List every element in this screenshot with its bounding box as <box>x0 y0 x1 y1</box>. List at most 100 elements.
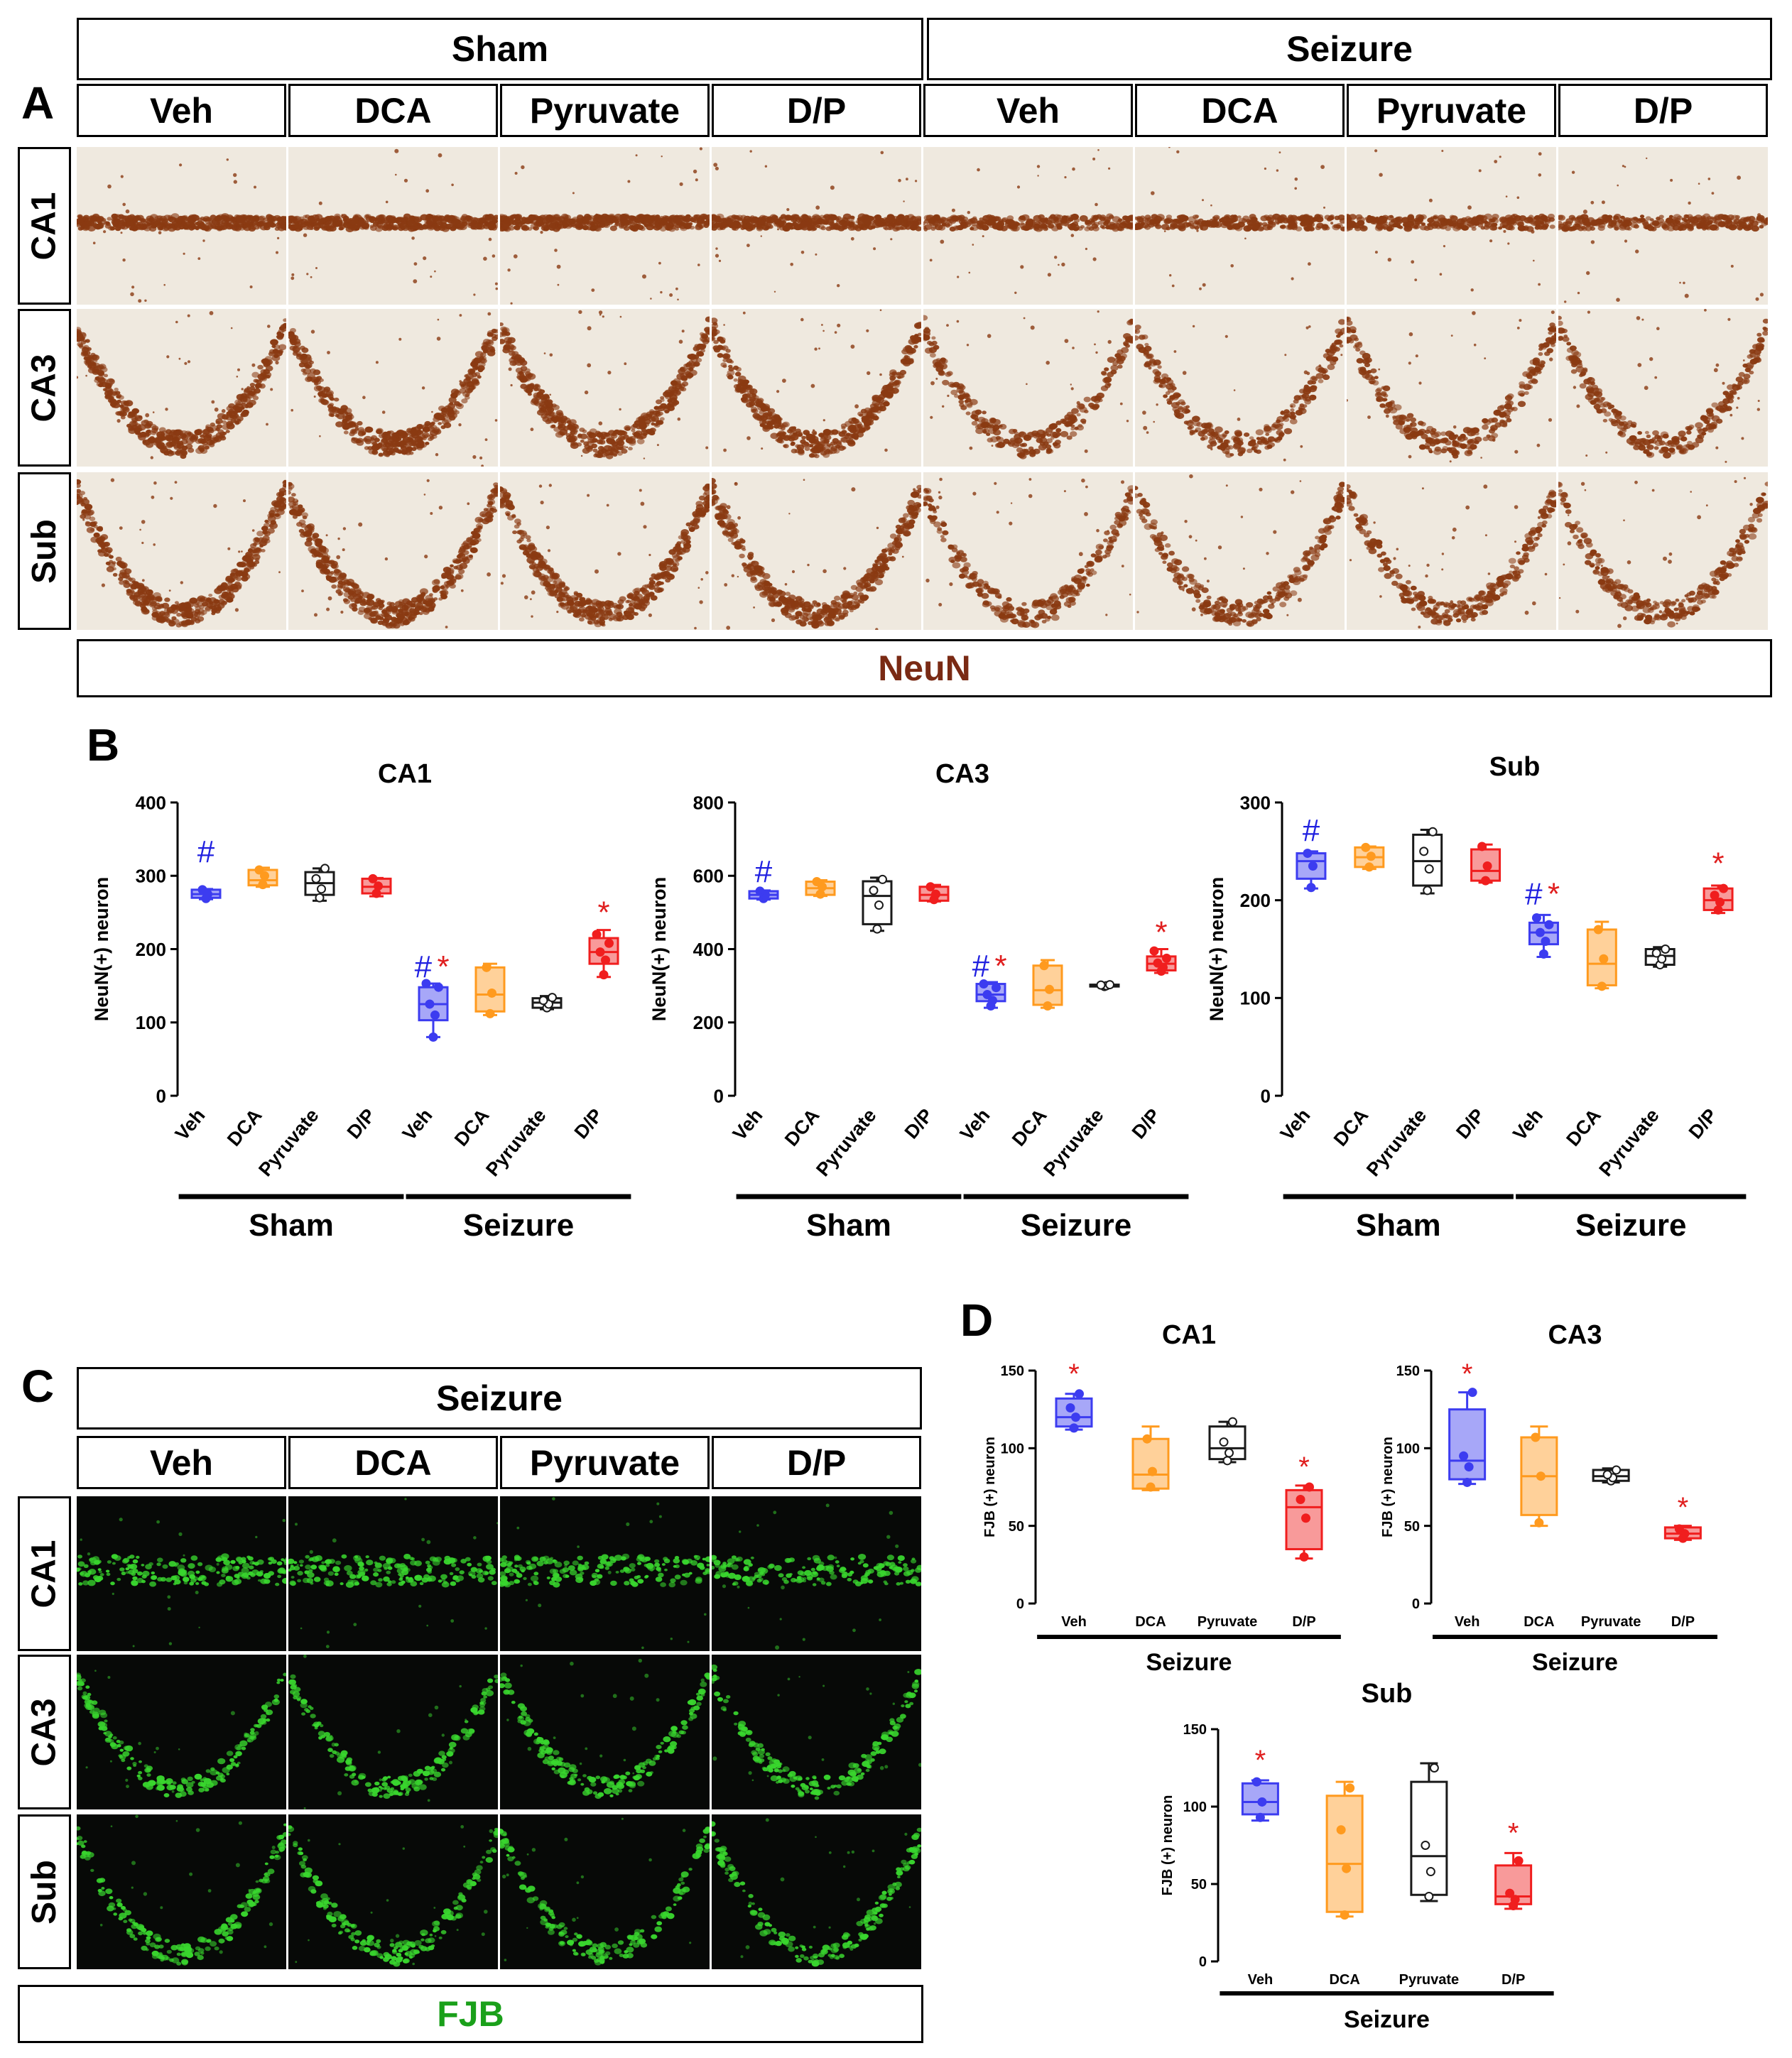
x-category-label-d-p-3: D/P <box>1671 1614 1695 1630</box>
panel-a-micrograph-ca1-pyruvate-2 <box>500 147 710 305</box>
chart-d-sub: Sub FJB (+) neuron 0 50 100 150 * * Veh DCA Pyruva… <box>1160 1679 1554 2033</box>
x-category-label-dca-1: DCA <box>781 1105 824 1150</box>
panel-c-micrograph-sub-veh-0 <box>77 1814 286 1969</box>
panel-a-micrograph-ca1-dca-5 <box>1135 147 1345 305</box>
significance-hash: # <box>1303 813 1320 848</box>
panel-c-row-header-ca1: CA1 <box>18 1496 71 1651</box>
panel-a-micrograph-ca3-pyruvate-2 <box>500 309 710 467</box>
group-header-sham-label: Sham <box>451 29 549 69</box>
panel-c-micrograph-ca1-veh-0 <box>77 1496 286 1651</box>
panel-a-row-header-sub: Sub <box>18 472 71 630</box>
data-point <box>434 982 443 992</box>
panel-c-row-header-sub: Sub <box>18 1814 71 1969</box>
box-d-p-7 <box>588 929 619 980</box>
x-category-label-pyruvate-2: Pyruvate <box>812 1105 880 1181</box>
panel-c-group-header-label: Seizure <box>436 1378 563 1418</box>
data-point <box>1142 1434 1152 1444</box>
box-dca-1 <box>1131 1425 1170 1492</box>
panel-a-col-header-d-p-3: D/P <box>712 84 921 137</box>
panel-c-col-header-pyruvate-2: Pyruvate <box>500 1436 710 1489</box>
data-point <box>1045 984 1054 994</box>
y-tick-label: 300 <box>136 866 166 887</box>
box-d-p-3 <box>1494 1851 1533 1911</box>
panel-letter-b: B <box>87 719 120 771</box>
data-point <box>1510 1895 1520 1905</box>
data-point <box>812 877 822 887</box>
y-tick-label: 200 <box>693 1012 724 1033</box>
y-tick-label: 200 <box>136 939 166 960</box>
data-point <box>254 865 264 875</box>
data-point <box>1597 981 1607 991</box>
significance-star: * <box>1068 1359 1080 1390</box>
data-point <box>982 990 992 1000</box>
data-point <box>815 889 825 899</box>
panel-a-row-header-label: Sub <box>26 518 63 584</box>
data-point <box>1345 1783 1355 1793</box>
panel-a-micrograph-sub-veh-0 <box>77 472 286 630</box>
data-point <box>1467 1388 1477 1398</box>
panel-a-micrograph-ca1-d-p-7 <box>1558 147 1768 305</box>
panel-a-col-header-pyruvate-6: Pyruvate <box>1347 84 1556 137</box>
panel-letter-d: D <box>960 1295 994 1346</box>
y-tick-label: 0 <box>714 1085 724 1106</box>
data-point <box>1342 1863 1352 1873</box>
data-point <box>1651 948 1661 958</box>
data-point <box>1219 1437 1229 1447</box>
data-point <box>1228 1417 1237 1427</box>
panel-c-col-header-veh-0: Veh <box>77 1436 286 1489</box>
stain-label-fjb-box: FJB <box>18 1985 923 2043</box>
group-label-seizure: Seizure <box>1575 1208 1687 1243</box>
box-d-p-3 <box>361 873 392 898</box>
group-header-seizure: Seizure <box>927 18 1772 80</box>
data-point <box>197 885 207 895</box>
y-tick-label: 0 <box>1199 1954 1207 1970</box>
box-iqr <box>1325 1795 1364 1913</box>
panel-c-micrograph-ca3-pyruvate-2 <box>500 1655 710 1809</box>
data-point <box>1153 958 1163 968</box>
data-point <box>317 884 326 894</box>
y-tick-label: 0 <box>1412 1596 1420 1612</box>
y-tick-label: 300 <box>1240 792 1271 813</box>
y-tick-label: 100 <box>1001 1442 1024 1457</box>
significance-star: * <box>597 895 609 930</box>
panel-c-col-header-label: Veh <box>150 1442 213 1483</box>
y-axis-label: NeuN(+) neuron <box>91 877 112 1021</box>
y-tick-label: 50 <box>1404 1519 1420 1535</box>
panel-a-col-header-dca-5: DCA <box>1135 84 1345 137</box>
x-category-label-d-p-7: D/P <box>1128 1105 1165 1143</box>
panel-a-micrograph-ca3-d-p-7 <box>1558 309 1768 467</box>
data-point <box>1612 1465 1622 1475</box>
data-point <box>595 947 605 957</box>
data-point <box>1424 864 1434 874</box>
data-point <box>1477 842 1487 851</box>
y-tick-label: 400 <box>136 792 166 813</box>
chart-d-ca1: CA1 FJB (+) neuron 0 50 100 150 * * Veh DCA Pyruva… <box>982 1320 1341 1676</box>
data-point <box>1674 1524 1684 1534</box>
x-category-label-veh-0: Veh <box>1061 1614 1087 1630</box>
panel-a-col-header-label: Veh <box>997 90 1060 131</box>
x-category-label-veh-0: Veh <box>1248 1972 1274 1988</box>
data-point <box>1366 851 1376 861</box>
group-label-seizure: Seizure <box>1021 1208 1132 1243</box>
y-tick-label: 150 <box>1001 1363 1024 1379</box>
stain-label-neun-box: NeuN <box>77 639 1772 697</box>
box-d-p-7 <box>1146 946 1177 976</box>
x-category-label-dca-5: DCA <box>1008 1105 1051 1150</box>
x-category-label-veh-0: Veh <box>1455 1614 1480 1630</box>
panel-c-micrograph-ca3-veh-0 <box>77 1655 286 1809</box>
data-point <box>1531 1432 1541 1442</box>
data-point <box>1306 883 1316 893</box>
panel-c-col-header-dca-1: DCA <box>288 1436 498 1489</box>
panel-c-row-header-label: CA3 <box>26 1697 63 1767</box>
y-axis-label: NeuN(+) neuron <box>1206 877 1227 1021</box>
significance-star: * <box>1548 876 1560 911</box>
x-category-label-veh-0: Veh <box>1276 1105 1315 1145</box>
panel-a-col-header-label: D/P <box>786 90 847 131</box>
box-dca-5 <box>1032 959 1063 1011</box>
panel-a-col-header-label: DCA <box>1201 90 1278 131</box>
data-point <box>1105 980 1114 990</box>
data-point <box>601 955 610 965</box>
data-point <box>925 882 935 892</box>
x-category-label-dca-1: DCA <box>1329 1972 1359 1988</box>
box-veh-4 <box>975 979 1006 1011</box>
